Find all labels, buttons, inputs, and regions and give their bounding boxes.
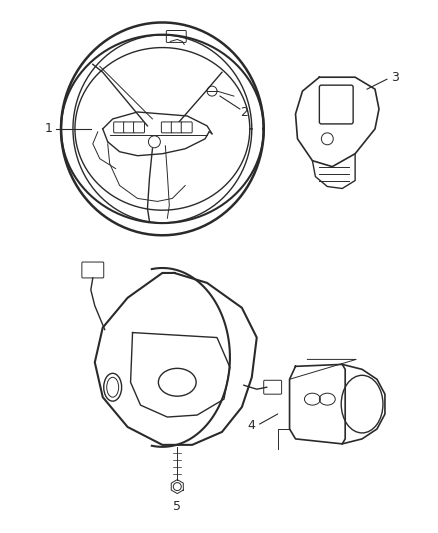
FancyBboxPatch shape xyxy=(161,122,172,133)
Text: 1: 1 xyxy=(45,123,53,135)
FancyBboxPatch shape xyxy=(264,380,282,394)
Text: 4: 4 xyxy=(248,419,256,432)
Text: 3: 3 xyxy=(391,71,399,84)
FancyBboxPatch shape xyxy=(82,262,104,278)
FancyBboxPatch shape xyxy=(166,30,186,43)
FancyBboxPatch shape xyxy=(114,122,124,133)
FancyBboxPatch shape xyxy=(319,85,353,124)
FancyBboxPatch shape xyxy=(134,122,145,133)
FancyBboxPatch shape xyxy=(181,122,192,133)
FancyBboxPatch shape xyxy=(124,122,134,133)
FancyBboxPatch shape xyxy=(171,122,182,133)
Text: 5: 5 xyxy=(173,500,181,513)
Text: 2: 2 xyxy=(240,107,248,119)
